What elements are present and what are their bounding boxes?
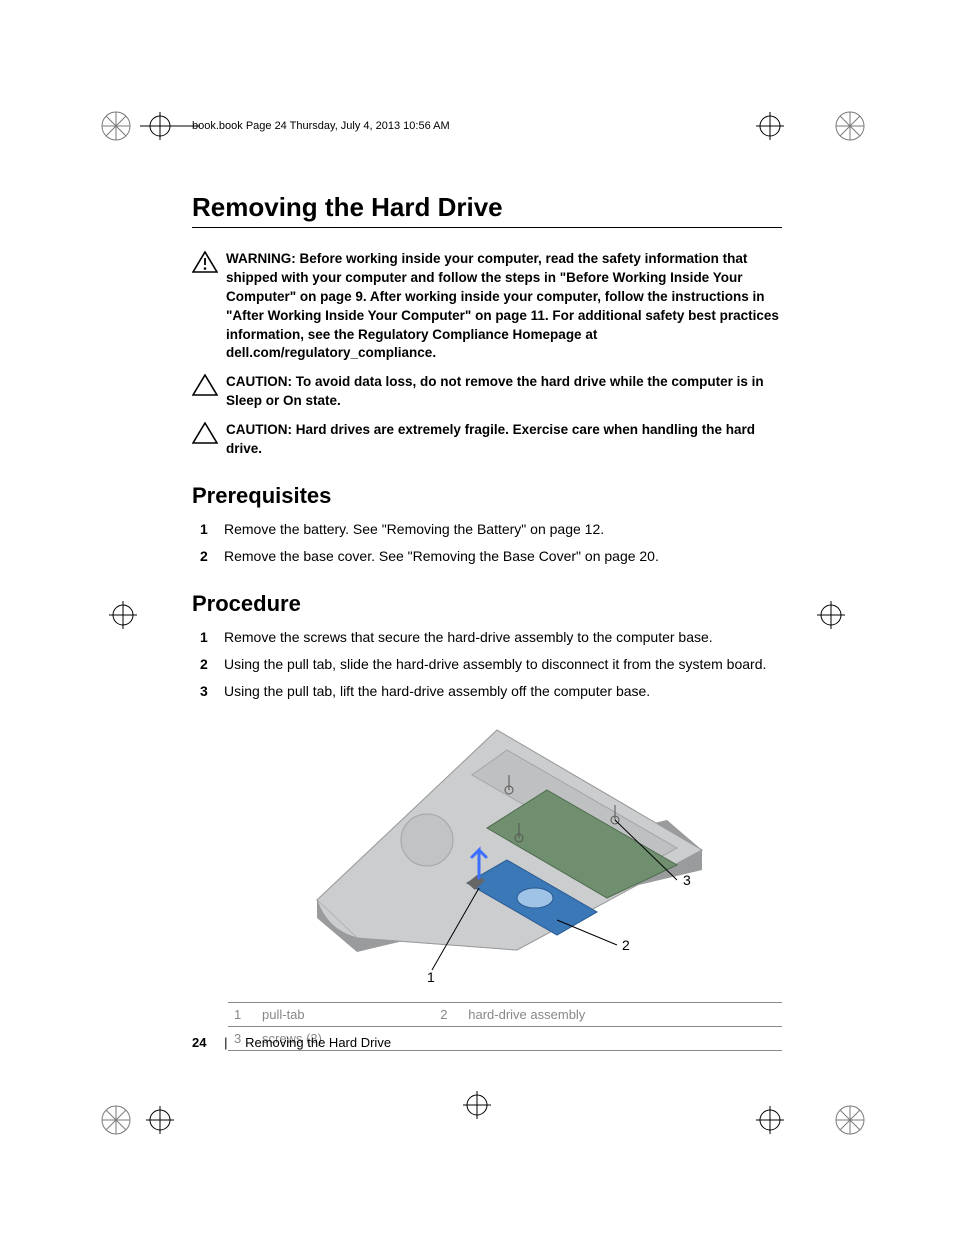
page-content: Removing the Hard Drive WARNING: Before … — [192, 192, 782, 1051]
caution2-body: Hard drives are extremely fragile. Exerc… — [226, 422, 755, 456]
caution2-label: CAUTION: — [226, 422, 292, 437]
list-item: Using the pull tab, lift the hard-drive … — [192, 681, 782, 702]
procedure-list: Remove the screws that secure the hard-d… — [192, 627, 782, 702]
list-item: Remove the battery. See "Removing the Ba… — [192, 519, 782, 540]
page-number: 24 — [192, 1035, 206, 1050]
callout-1: 1 — [427, 969, 435, 985]
procedure-heading: Procedure — [192, 591, 782, 617]
legend-num — [434, 1026, 462, 1050]
prereq-heading: Prerequisites — [192, 483, 782, 509]
warning-icon — [192, 251, 218, 273]
caution2-text: CAUTION: Hard drives are extremely fragi… — [226, 421, 782, 459]
page-title: Removing the Hard Drive — [192, 192, 782, 223]
caution1-label: CAUTION: — [226, 374, 292, 389]
warning-body: Before working inside your computer, rea… — [226, 251, 779, 360]
page-footer: 24 | Removing the Hard Drive — [192, 1035, 391, 1050]
crop-bot-left — [80, 1090, 200, 1150]
caution2-block: CAUTION: Hard drives are extremely fragi… — [192, 421, 782, 459]
footer-separator: | — [224, 1035, 227, 1050]
warning-text: WARNING: Before working inside your comp… — [226, 250, 782, 363]
caution1-block: CAUTION: To avoid data loss, do not remo… — [192, 373, 782, 411]
laptop-diagram: 1 2 3 — [257, 720, 717, 990]
reg-mid-left — [108, 600, 138, 630]
caution-icon — [192, 422, 218, 444]
callout-2: 2 — [622, 937, 630, 953]
page-header-text: book.book Page 24 Thursday, July 4, 2013… — [192, 120, 450, 132]
legend-num: 2 — [434, 1002, 462, 1026]
legend-label — [462, 1026, 782, 1050]
list-item: Remove the screws that secure the hard-d… — [192, 627, 782, 648]
legend-num: 1 — [228, 1002, 256, 1026]
warning-label: WARNING: — [226, 251, 296, 266]
crop-bot-right — [750, 1090, 880, 1150]
caution1-body: To avoid data loss, do not remove the ha… — [226, 374, 764, 408]
callout-3: 3 — [683, 872, 691, 888]
reg-bot-center — [462, 1090, 492, 1120]
title-rule — [192, 227, 782, 228]
list-item: Using the pull tab, slide the hard-drive… — [192, 654, 782, 675]
list-item: Remove the base cover. See "Removing the… — [192, 546, 782, 567]
table-row: 1 pull-tab 2 hard-drive assembly — [228, 1002, 782, 1026]
diagram: 1 2 3 — [192, 720, 782, 990]
caution-icon — [192, 374, 218, 396]
warning-block: WARNING: Before working inside your comp… — [192, 250, 782, 363]
legend-label: hard-drive assembly — [462, 1002, 782, 1026]
legend-label: pull-tab — [256, 1002, 434, 1026]
prereq-list: Remove the battery. See "Removing the Ba… — [192, 519, 782, 567]
footer-title: Removing the Hard Drive — [245, 1035, 391, 1050]
caution1-text: CAUTION: To avoid data loss, do not remo… — [226, 373, 782, 411]
reg-mid-right — [816, 600, 846, 630]
